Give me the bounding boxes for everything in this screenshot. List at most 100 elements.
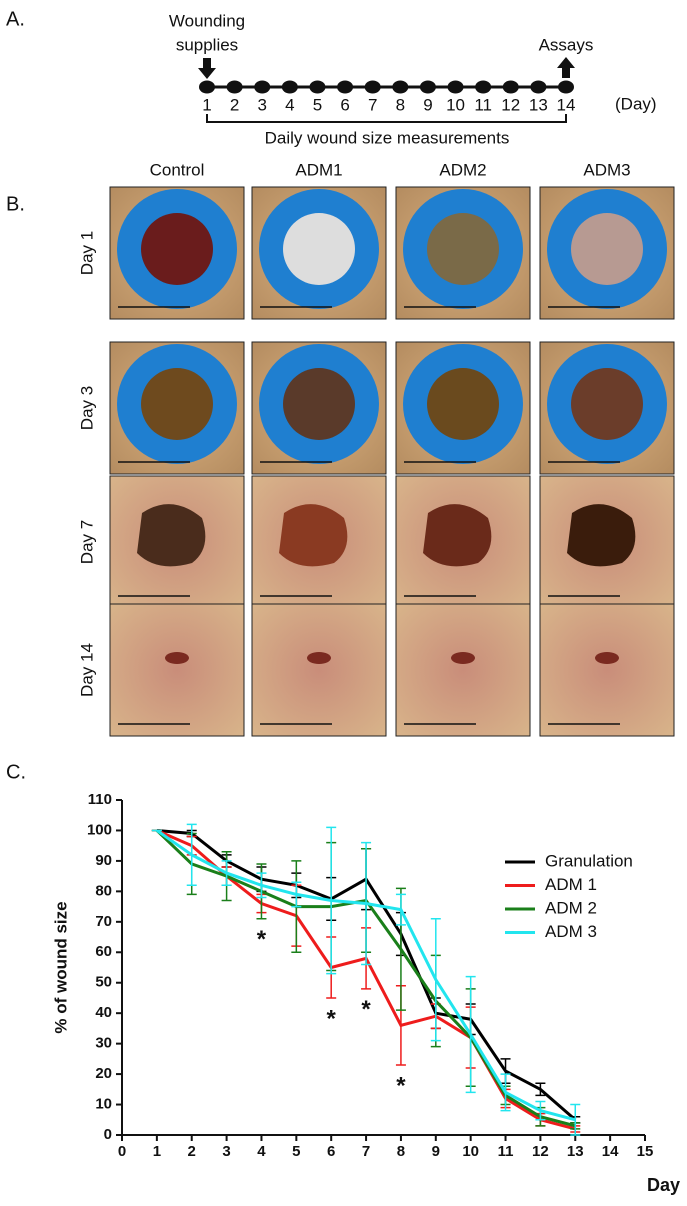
x-tick-label: 13 [567, 1143, 584, 1160]
timeline-dot [254, 80, 271, 94]
row-label: Day 14 [77, 643, 96, 697]
y-tick-label: 70 [95, 913, 112, 930]
wound-bed [283, 213, 355, 285]
y-tick-label: 40 [95, 1004, 112, 1021]
y-tick-label: 20 [95, 1065, 112, 1082]
arrow-down [198, 58, 216, 79]
x-tick-label: 8 [397, 1143, 405, 1160]
x-tick-label: 3 [222, 1143, 230, 1160]
start-label: Wounding [169, 11, 245, 30]
row-label: Day 3 [77, 386, 96, 430]
wound-bed [141, 213, 213, 285]
timeline-dot [199, 80, 215, 94]
column-label: Control [150, 160, 205, 179]
bracket [206, 114, 567, 123]
x-tick-label: 0 [118, 1143, 126, 1160]
wound-scar [595, 652, 619, 664]
wound-bed [571, 368, 643, 440]
day-label: 14 [557, 95, 576, 114]
timeline-dot [530, 80, 547, 94]
wound-bed [427, 213, 499, 285]
significance-marker: * [396, 1072, 406, 1099]
wound-scar [451, 652, 475, 664]
x-tick-label: 4 [257, 1143, 266, 1160]
x-tick-label: 10 [462, 1143, 479, 1160]
y-tick-label: 30 [95, 1035, 112, 1052]
wound-scab [567, 504, 636, 567]
significance-marker: * [361, 996, 371, 1023]
day-label: 10 [446, 95, 465, 114]
row-label: Day 7 [77, 520, 96, 564]
legend-label: ADM 2 [545, 898, 597, 917]
wound-bed [571, 213, 643, 285]
y-axis-label: % of wound size [51, 901, 70, 1033]
y-tick-label: 10 [95, 1096, 112, 1113]
error-bar [570, 1103, 581, 1136]
wound-scar [307, 652, 331, 664]
timeline-dot [447, 80, 464, 94]
timeline-dot [226, 80, 243, 94]
x-tick-label: 6 [327, 1143, 335, 1160]
x-axis-label: Day [647, 1175, 680, 1195]
day-label: 12 [501, 95, 520, 114]
legend-label: Granulation [545, 851, 633, 870]
bracket-label: Daily wound size measurements [265, 128, 510, 147]
x-tick-label: 15 [637, 1143, 654, 1160]
x-tick-label: 12 [532, 1143, 549, 1160]
y-tick-label: 100 [87, 821, 112, 838]
legend-label: ADM 1 [545, 875, 597, 894]
day-label: 4 [285, 95, 294, 114]
wound-scab [423, 504, 492, 567]
column-label: ADM2 [439, 160, 486, 179]
x-tick-label: 7 [362, 1143, 370, 1160]
x-tick-label: 1 [153, 1143, 161, 1160]
column-label: ADM1 [295, 160, 342, 179]
timeline-dot [502, 80, 519, 94]
y-tick-label: 50 [95, 974, 112, 991]
y-tick-label: 0 [104, 1126, 112, 1143]
timeline-dot [392, 80, 409, 94]
wound-photo [395, 603, 531, 737]
day-label: 2 [230, 95, 239, 114]
day-label: 8 [396, 95, 405, 114]
wound-photo [109, 603, 245, 737]
panel-label: B. [6, 193, 25, 215]
day-label: 7 [368, 95, 377, 114]
y-tick-label: 60 [95, 943, 112, 960]
y-tick-label: 80 [95, 882, 112, 899]
wound-scab [279, 504, 348, 567]
wound-bed [141, 368, 213, 440]
x-tick-label: 5 [292, 1143, 300, 1160]
timeline-dot [364, 80, 381, 94]
timeline-dot [419, 80, 436, 94]
wound-photo [251, 603, 387, 737]
day-label: 9 [423, 95, 432, 114]
day-label: 13 [529, 95, 548, 114]
x-tick-label: 9 [432, 1143, 440, 1160]
day-label: 6 [340, 95, 349, 114]
legend-label: ADM 3 [545, 922, 597, 941]
x-tick-label: 11 [498, 1143, 514, 1160]
wound-bed [427, 368, 499, 440]
wound-scar [165, 652, 189, 664]
significance-marker: * [327, 1005, 337, 1032]
significance-marker: * [257, 926, 267, 953]
timeline-dot [281, 80, 298, 94]
x-tick-label: 14 [602, 1143, 619, 1160]
timeline-dot [475, 80, 492, 94]
column-label: ADM3 [583, 160, 630, 179]
wound-photo [539, 603, 675, 737]
y-tick-label: 110 [88, 791, 112, 808]
start-label: supplies [176, 35, 238, 54]
wound-bed [283, 368, 355, 440]
end-label: Assays [539, 35, 594, 54]
panel-label: A. [6, 8, 25, 30]
x-tick-label: 2 [188, 1143, 196, 1160]
timeline-dot [558, 80, 574, 94]
y-tick-label: 90 [95, 852, 112, 869]
day-label: 3 [257, 95, 266, 114]
series-line [156, 829, 576, 1122]
row-label: Day 1 [77, 231, 96, 275]
panel-label: C. [6, 761, 26, 783]
